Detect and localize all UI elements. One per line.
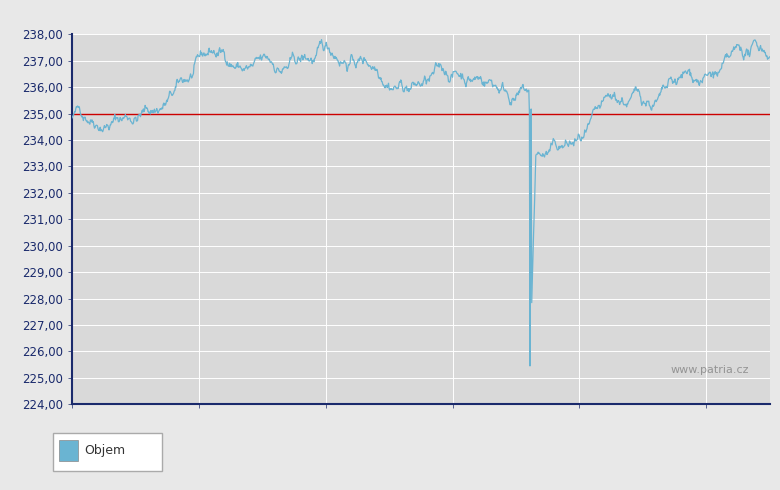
FancyBboxPatch shape (53, 433, 162, 471)
Text: www.patria.cz: www.patria.cz (671, 365, 749, 375)
Text: Objem: Objem (84, 444, 126, 457)
Bar (58, 440, 78, 461)
